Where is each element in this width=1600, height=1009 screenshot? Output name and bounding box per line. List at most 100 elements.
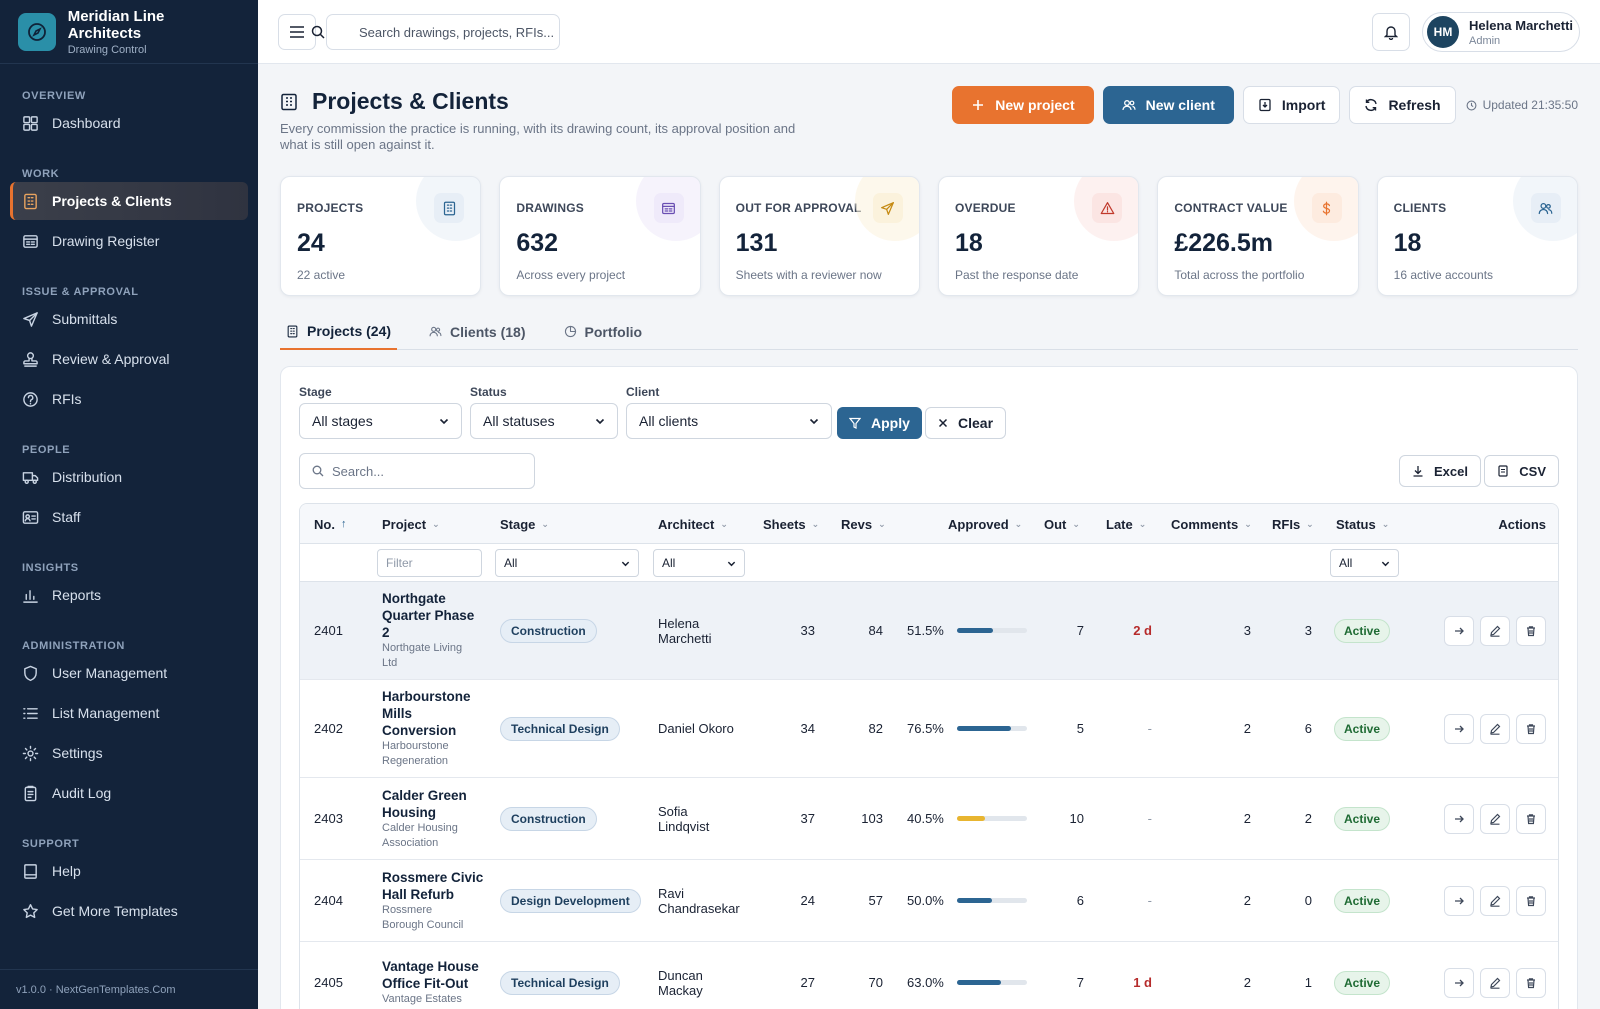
sidebar-item-distribution[interactable]: Distribution	[10, 458, 248, 496]
edit-button[interactable]	[1480, 803, 1510, 834]
status-filter-select[interactable]: All statuses	[470, 403, 618, 439]
open-button[interactable]	[1444, 803, 1474, 834]
delete-button[interactable]	[1516, 885, 1546, 916]
edit-button[interactable]	[1480, 967, 1510, 998]
col-project[interactable]: Project ⌄	[382, 504, 440, 544]
col-no[interactable]: No. ↑	[314, 504, 346, 544]
project-name-line: Calder Green	[382, 787, 467, 803]
project-client-line: Harbourstone	[382, 740, 449, 752]
tab-portfolio[interactable]: Portfolio	[558, 314, 649, 349]
menu-button[interactable]	[278, 14, 316, 50]
arrow-right-icon	[1455, 815, 1464, 822]
sidebar-item-projects-clients[interactable]: Projects & Clients	[10, 182, 248, 220]
sidebar-item-list-management[interactable]: List Management	[10, 694, 248, 732]
open-button[interactable]	[1444, 713, 1474, 744]
sidebar: Meridian Line Architects Drawing Control…	[0, 0, 258, 1009]
table-row[interactable]: 2404 Rossmere Civic Hall Refurb Rossmere Bor…	[300, 860, 1558, 942]
status-column-filter-value: All	[1339, 556, 1353, 570]
clear-filters-button[interactable]: Clear	[925, 407, 1007, 439]
edit-button[interactable]	[1480, 713, 1510, 744]
sidebar-item-review-approval[interactable]: Review & Approval	[10, 340, 248, 378]
delete-button[interactable]	[1516, 967, 1546, 998]
table-search-input[interactable]	[332, 463, 512, 479]
sidebar-item-help[interactable]: Help	[10, 852, 248, 890]
stage-filter-select[interactable]: All stages	[299, 403, 462, 439]
cell-project[interactable]: Northgate Quarter Phase 2 Northgate Living L…	[382, 582, 492, 679]
col-stage[interactable]: Stage ⌄	[500, 504, 549, 544]
sidebar-item-reports[interactable]: Reports	[10, 576, 248, 614]
sidebar-item-label: Projects & Clients	[52, 193, 172, 209]
sidebar-item-staff[interactable]: Staff	[10, 498, 248, 536]
new-project-button[interactable]: New project	[952, 86, 1094, 124]
col-out[interactable]: Out ⌄	[1044, 504, 1080, 544]
project-filter-input[interactable]	[377, 549, 482, 577]
open-button[interactable]	[1444, 885, 1474, 916]
global-search[interactable]	[311, 14, 560, 50]
import-button[interactable]: Import	[1242, 86, 1341, 124]
global-search-input[interactable]	[327, 24, 559, 40]
col-architect[interactable]: Architect ⌄	[658, 504, 728, 544]
new-client-button[interactable]: New client	[1102, 86, 1234, 124]
stage-column-filter[interactable]: All	[495, 549, 639, 577]
col-comments[interactable]: Comments ⌄	[1171, 504, 1252, 544]
truck-icon	[22, 471, 39, 484]
status-column-filter[interactable]: All	[1330, 549, 1399, 577]
delete-button[interactable]	[1516, 713, 1546, 744]
col-revs-label: Revs	[841, 516, 873, 532]
delete-button[interactable]	[1516, 615, 1546, 646]
cell-architect: Duncan Mackay	[658, 942, 758, 1009]
col-sheets[interactable]: Sheets ⌄	[763, 504, 819, 544]
sidebar-item-drawing-register[interactable]: Drawing Register	[10, 222, 248, 260]
col-rfis[interactable]: RFIs ⌄	[1272, 504, 1314, 544]
col-revs[interactable]: Revs ⌄	[841, 504, 886, 544]
col-late[interactable]: Late ⌄	[1106, 504, 1146, 544]
edit-button[interactable]	[1480, 615, 1510, 646]
open-button[interactable]	[1444, 967, 1474, 998]
client-filter-select[interactable]: All clients	[626, 403, 832, 439]
table-search[interactable]	[299, 453, 535, 489]
sidebar-item-rfis[interactable]: RFIs	[10, 380, 248, 418]
sidebar-item-audit-log[interactable]: Audit Log	[10, 774, 248, 812]
sidebar-item-settings[interactable]: Settings	[10, 734, 248, 772]
cell-actions	[1438, 680, 1546, 777]
brand[interactable]: Meridian Line Architects Drawing Control	[0, 0, 258, 64]
user-menu[interactable]: HM Helena Marchetti Admin	[1422, 12, 1580, 52]
table-row[interactable]: 2401 Northgate Quarter Phase 2 Northgate Liv…	[300, 582, 1558, 680]
cell-project[interactable]: Harbourstone Mills Conversion Harbourstone R…	[382, 680, 492, 777]
table-row[interactable]: 2402 Harbourstone Mills Conversion Harbourst…	[300, 680, 1558, 778]
sidebar-item-get-more-templates[interactable]: Get More Templates	[10, 892, 248, 930]
edit-button[interactable]	[1480, 885, 1510, 916]
cell-no: 2403	[314, 811, 343, 826]
col-approved[interactable]: Approved ⌄	[948, 504, 1022, 544]
col-status[interactable]: Status ⌄	[1336, 504, 1389, 544]
project-filter-field[interactable]	[386, 556, 476, 570]
export-csv-button[interactable]: CSV	[1484, 455, 1559, 487]
stage-chip: Design Development	[500, 888, 641, 913]
apply-filters-button[interactable]: Apply	[837, 407, 922, 439]
tab-clients[interactable]: Clients (18)	[423, 314, 531, 349]
notifications-button[interactable]	[1372, 13, 1410, 51]
cell-stage: Technical Design	[500, 680, 620, 777]
delete-button[interactable]	[1516, 803, 1546, 834]
architect-column-filter[interactable]: All	[653, 549, 745, 577]
sidebar-item-submittals[interactable]: Submittals	[10, 300, 248, 338]
stat-note: 22 active	[297, 268, 346, 282]
cell-project[interactable]: Calder Green Housing Calder Housing Associa…	[382, 778, 492, 859]
cell-project[interactable]: Rossmere Civic Hall Refurb Rossmere Borough…	[382, 860, 492, 941]
approved-progress-fill	[957, 726, 1011, 731]
architect-line: Marchetti	[658, 630, 712, 646]
refresh-button[interactable]: Refresh	[1349, 86, 1456, 124]
pencil-icon	[1490, 625, 1501, 637]
approved-percent: 76.5%	[907, 721, 944, 736]
cell-status: Active	[1334, 860, 1391, 941]
tab-projects[interactable]: Projects (24)	[280, 314, 398, 350]
sidebar-item-user-management[interactable]: User Management	[10, 654, 248, 692]
sidebar-item-dashboard[interactable]: Dashboard	[10, 104, 248, 142]
cell-revs: 70	[868, 975, 883, 990]
open-button[interactable]	[1444, 615, 1474, 646]
table-row[interactable]: 2405 Vantage House Office Fit-Out Vantage E…	[300, 942, 1558, 1009]
cell-project[interactable]: Vantage House Office Fit-Out Vantage Estat…	[382, 942, 492, 1009]
export-excel-button[interactable]: Excel	[1399, 455, 1481, 487]
table-row[interactable]: 2403 Calder Green Housing Calder Housing Ass…	[300, 778, 1558, 860]
cell-stage: Construction	[500, 582, 597, 679]
